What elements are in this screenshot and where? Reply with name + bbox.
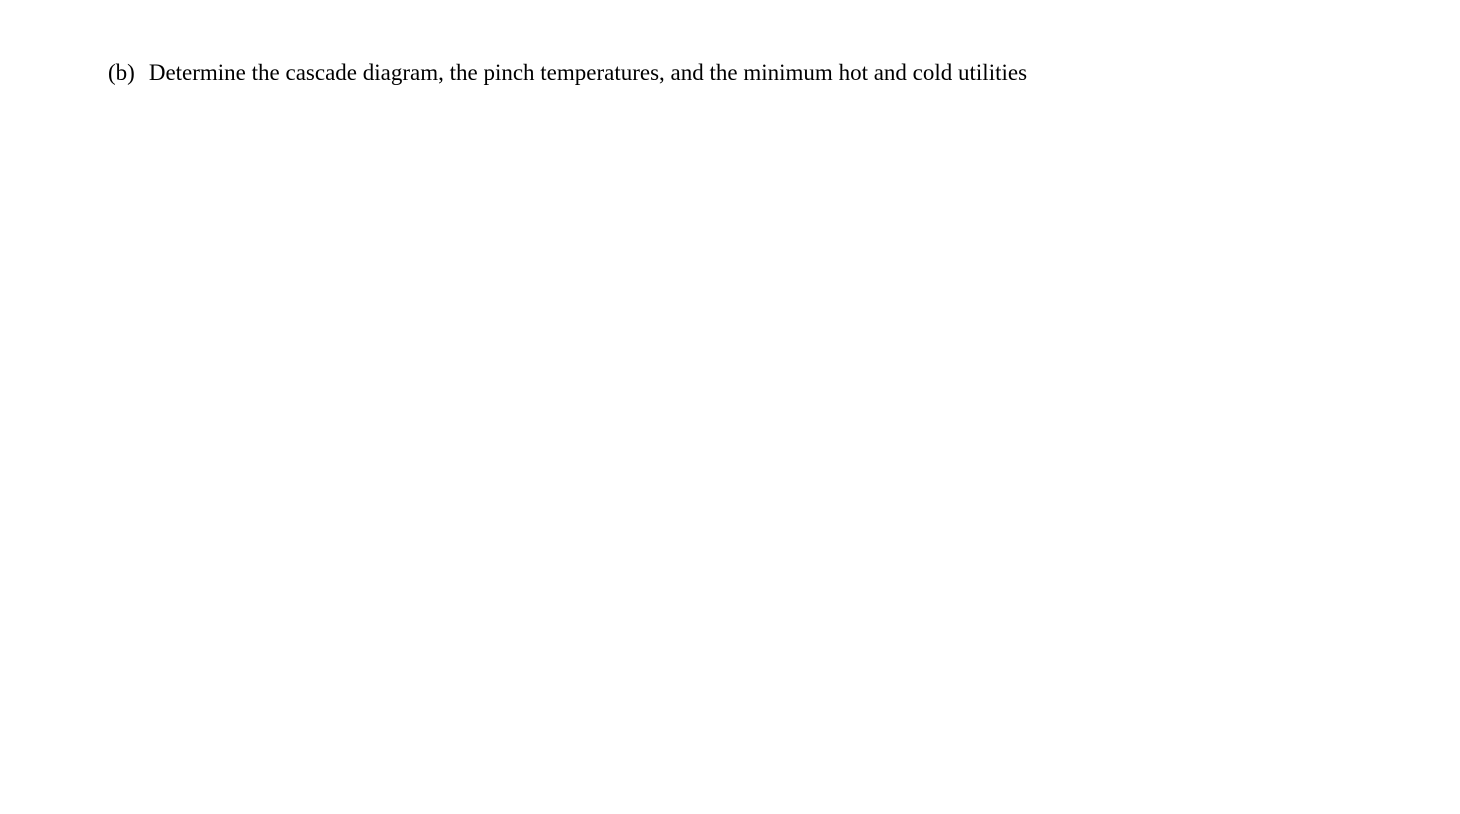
question-item: (b) Determine the cascade diagram, the p… (108, 58, 1400, 88)
question-label: (b) (108, 58, 135, 88)
question-text: Determine the cascade diagram, the pinch… (149, 58, 1027, 88)
document-content: (b) Determine the cascade diagram, the p… (0, 0, 1460, 88)
